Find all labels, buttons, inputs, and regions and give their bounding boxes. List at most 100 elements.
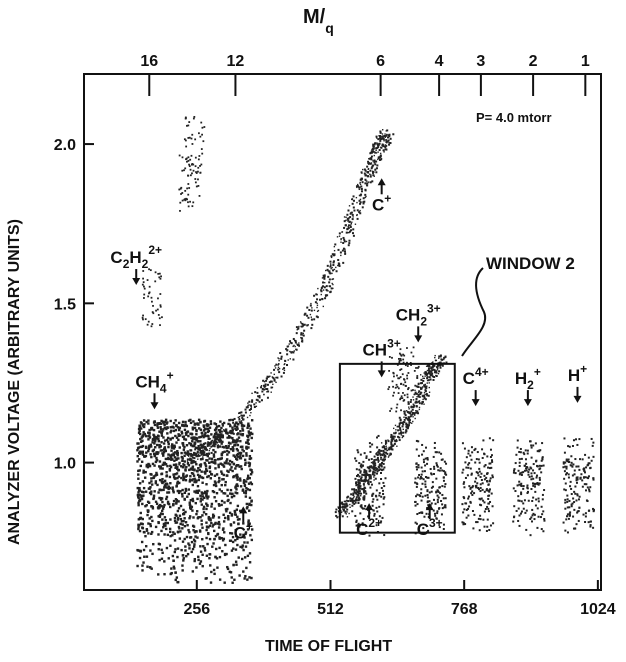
data-point xyxy=(181,523,184,526)
data-point xyxy=(150,483,154,486)
data-point xyxy=(575,499,578,502)
data-point xyxy=(193,441,197,444)
data-point xyxy=(260,384,263,387)
data-point xyxy=(265,377,268,380)
data-point xyxy=(249,534,252,537)
data-point xyxy=(435,477,438,480)
data-point xyxy=(175,472,179,475)
data-point xyxy=(148,481,151,485)
data-point xyxy=(357,499,360,502)
data-point xyxy=(149,492,153,496)
data-point xyxy=(210,443,212,445)
data-point xyxy=(425,372,428,375)
data-point xyxy=(293,339,296,342)
data-point xyxy=(180,520,184,523)
data-point xyxy=(377,450,380,453)
data-point xyxy=(347,225,349,228)
data-point xyxy=(200,470,203,473)
data-point xyxy=(414,389,416,392)
data-point xyxy=(162,480,165,484)
data-point xyxy=(156,483,159,487)
data-point xyxy=(432,509,435,512)
data-point xyxy=(367,162,369,165)
data-point xyxy=(143,555,146,558)
data-point xyxy=(202,424,205,427)
data-point xyxy=(572,463,575,466)
data-point xyxy=(226,488,229,492)
data-point xyxy=(241,429,245,432)
data-point xyxy=(533,472,536,475)
annotation-c4-plus: C4+ xyxy=(463,365,489,388)
data-point xyxy=(426,376,429,379)
data-point xyxy=(223,581,226,584)
data-point xyxy=(465,508,468,511)
data-point xyxy=(388,448,391,451)
data-point xyxy=(534,490,537,493)
data-point xyxy=(364,473,367,476)
data-point xyxy=(444,471,447,474)
data-point xyxy=(592,455,595,458)
data-point xyxy=(373,142,376,145)
data-point xyxy=(535,476,538,479)
data-point xyxy=(238,421,241,423)
data-point xyxy=(310,309,313,312)
data-point xyxy=(248,488,252,492)
data-point xyxy=(486,518,489,521)
data-point xyxy=(423,396,426,399)
data-point xyxy=(148,436,152,439)
data-point xyxy=(364,189,367,192)
data-point xyxy=(334,243,337,246)
data-point xyxy=(216,566,219,569)
data-point xyxy=(352,206,355,209)
data-point xyxy=(154,525,158,529)
data-point xyxy=(270,372,272,374)
data-point xyxy=(151,311,154,313)
data-point xyxy=(188,544,191,547)
data-point xyxy=(520,471,523,474)
data-point xyxy=(220,453,224,457)
data-point xyxy=(300,333,303,336)
data-point xyxy=(421,400,424,403)
data-point xyxy=(427,364,430,367)
data-point xyxy=(344,512,346,514)
data-point xyxy=(200,452,202,454)
data-point xyxy=(585,489,588,492)
data-point xyxy=(535,460,538,463)
data-point xyxy=(564,465,567,468)
data-point xyxy=(359,477,362,480)
data-point xyxy=(567,476,570,479)
data-point xyxy=(248,404,250,406)
data-point xyxy=(338,232,341,235)
data-point xyxy=(470,492,473,495)
data-point xyxy=(158,446,161,449)
data-point xyxy=(242,533,245,537)
data-point xyxy=(430,473,433,476)
x-tick-label: 512 xyxy=(317,601,344,618)
data-point xyxy=(349,497,351,500)
data-point xyxy=(165,546,169,550)
data-point xyxy=(245,445,248,449)
data-point xyxy=(190,461,193,465)
data-point xyxy=(381,489,384,492)
data-point xyxy=(359,465,362,468)
data-point xyxy=(443,357,445,359)
data-point xyxy=(478,461,481,464)
data-point xyxy=(392,372,395,375)
data-point xyxy=(345,240,348,243)
data-point xyxy=(175,436,179,439)
data-point xyxy=(171,436,174,440)
data-point xyxy=(364,169,367,172)
data-point xyxy=(421,470,424,473)
data-point xyxy=(418,390,421,393)
data-point xyxy=(374,142,376,144)
data-point xyxy=(172,531,175,534)
data-point xyxy=(390,447,393,450)
data-point xyxy=(192,117,195,120)
data-point xyxy=(406,423,409,426)
data-point xyxy=(156,424,159,427)
annotation-part: 2 xyxy=(527,378,534,392)
data-point xyxy=(220,463,224,466)
annotation-arrowhead xyxy=(414,335,423,343)
data-point xyxy=(536,507,539,510)
data-point xyxy=(440,499,443,502)
